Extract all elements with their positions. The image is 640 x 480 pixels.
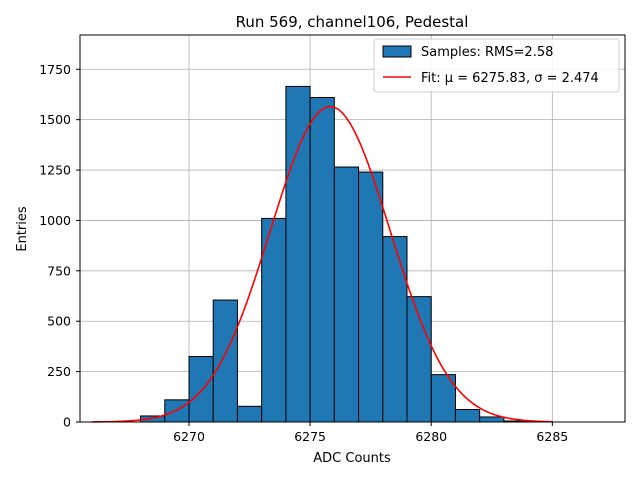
x-tick-label: 6285	[536, 429, 568, 444]
x-axis-ticks: 6270 6275 6280 6285	[173, 422, 568, 444]
y-tick-label: 500	[47, 314, 71, 329]
y-tick-label: 1500	[39, 112, 71, 127]
histogram-bar	[188, 355, 214, 423]
histogram-bar	[236, 405, 263, 423]
legend: Samples: RMS=2.58 Fit: μ = 6275.83, σ = …	[373, 38, 620, 93]
histogram-bar	[358, 171, 384, 423]
plot-area-frame	[79, 34, 626, 423]
histogram-bar	[430, 374, 456, 423]
y-tick-label: 750	[47, 263, 71, 278]
y-tick-label: 250	[47, 364, 71, 379]
x-axis-title: ADC Counts	[313, 451, 391, 466]
gaussian-fit-curve	[92, 105, 553, 423]
y-axis-title: Entries	[15, 206, 30, 252]
histogram-bar	[454, 409, 481, 423]
legend-box	[373, 38, 620, 93]
legend-label-histogram: Samples: RMS=2.58	[421, 45, 553, 60]
histogram-bars	[140, 85, 553, 423]
histogram-bar	[333, 166, 360, 423]
y-tick-label: 1750	[39, 62, 71, 77]
y-tick-label: 1000	[39, 213, 71, 228]
x-tick-label: 6275	[294, 429, 326, 444]
y-tick-label: 0	[63, 415, 71, 430]
y-tick-label: 1250	[39, 163, 71, 178]
legend-swatch-histogram	[382, 45, 412, 58]
x-tick-label: 6280	[415, 429, 447, 444]
histogram-bar	[382, 236, 408, 423]
x-tick-label: 6270	[173, 429, 205, 444]
histogram-bar	[309, 96, 335, 423]
legend-label-fit: Fit: μ = 6275.83, σ = 2.474	[421, 71, 599, 86]
chart-title: Run 569, channel106, Pedestal	[236, 13, 469, 31]
histogram-bar	[479, 416, 505, 423]
histogram-bar	[212, 299, 238, 423]
y-axis-ticks: 0 250 500 750 1000 1250 1500 1750	[39, 62, 80, 430]
histogram-bar	[285, 85, 311, 423]
